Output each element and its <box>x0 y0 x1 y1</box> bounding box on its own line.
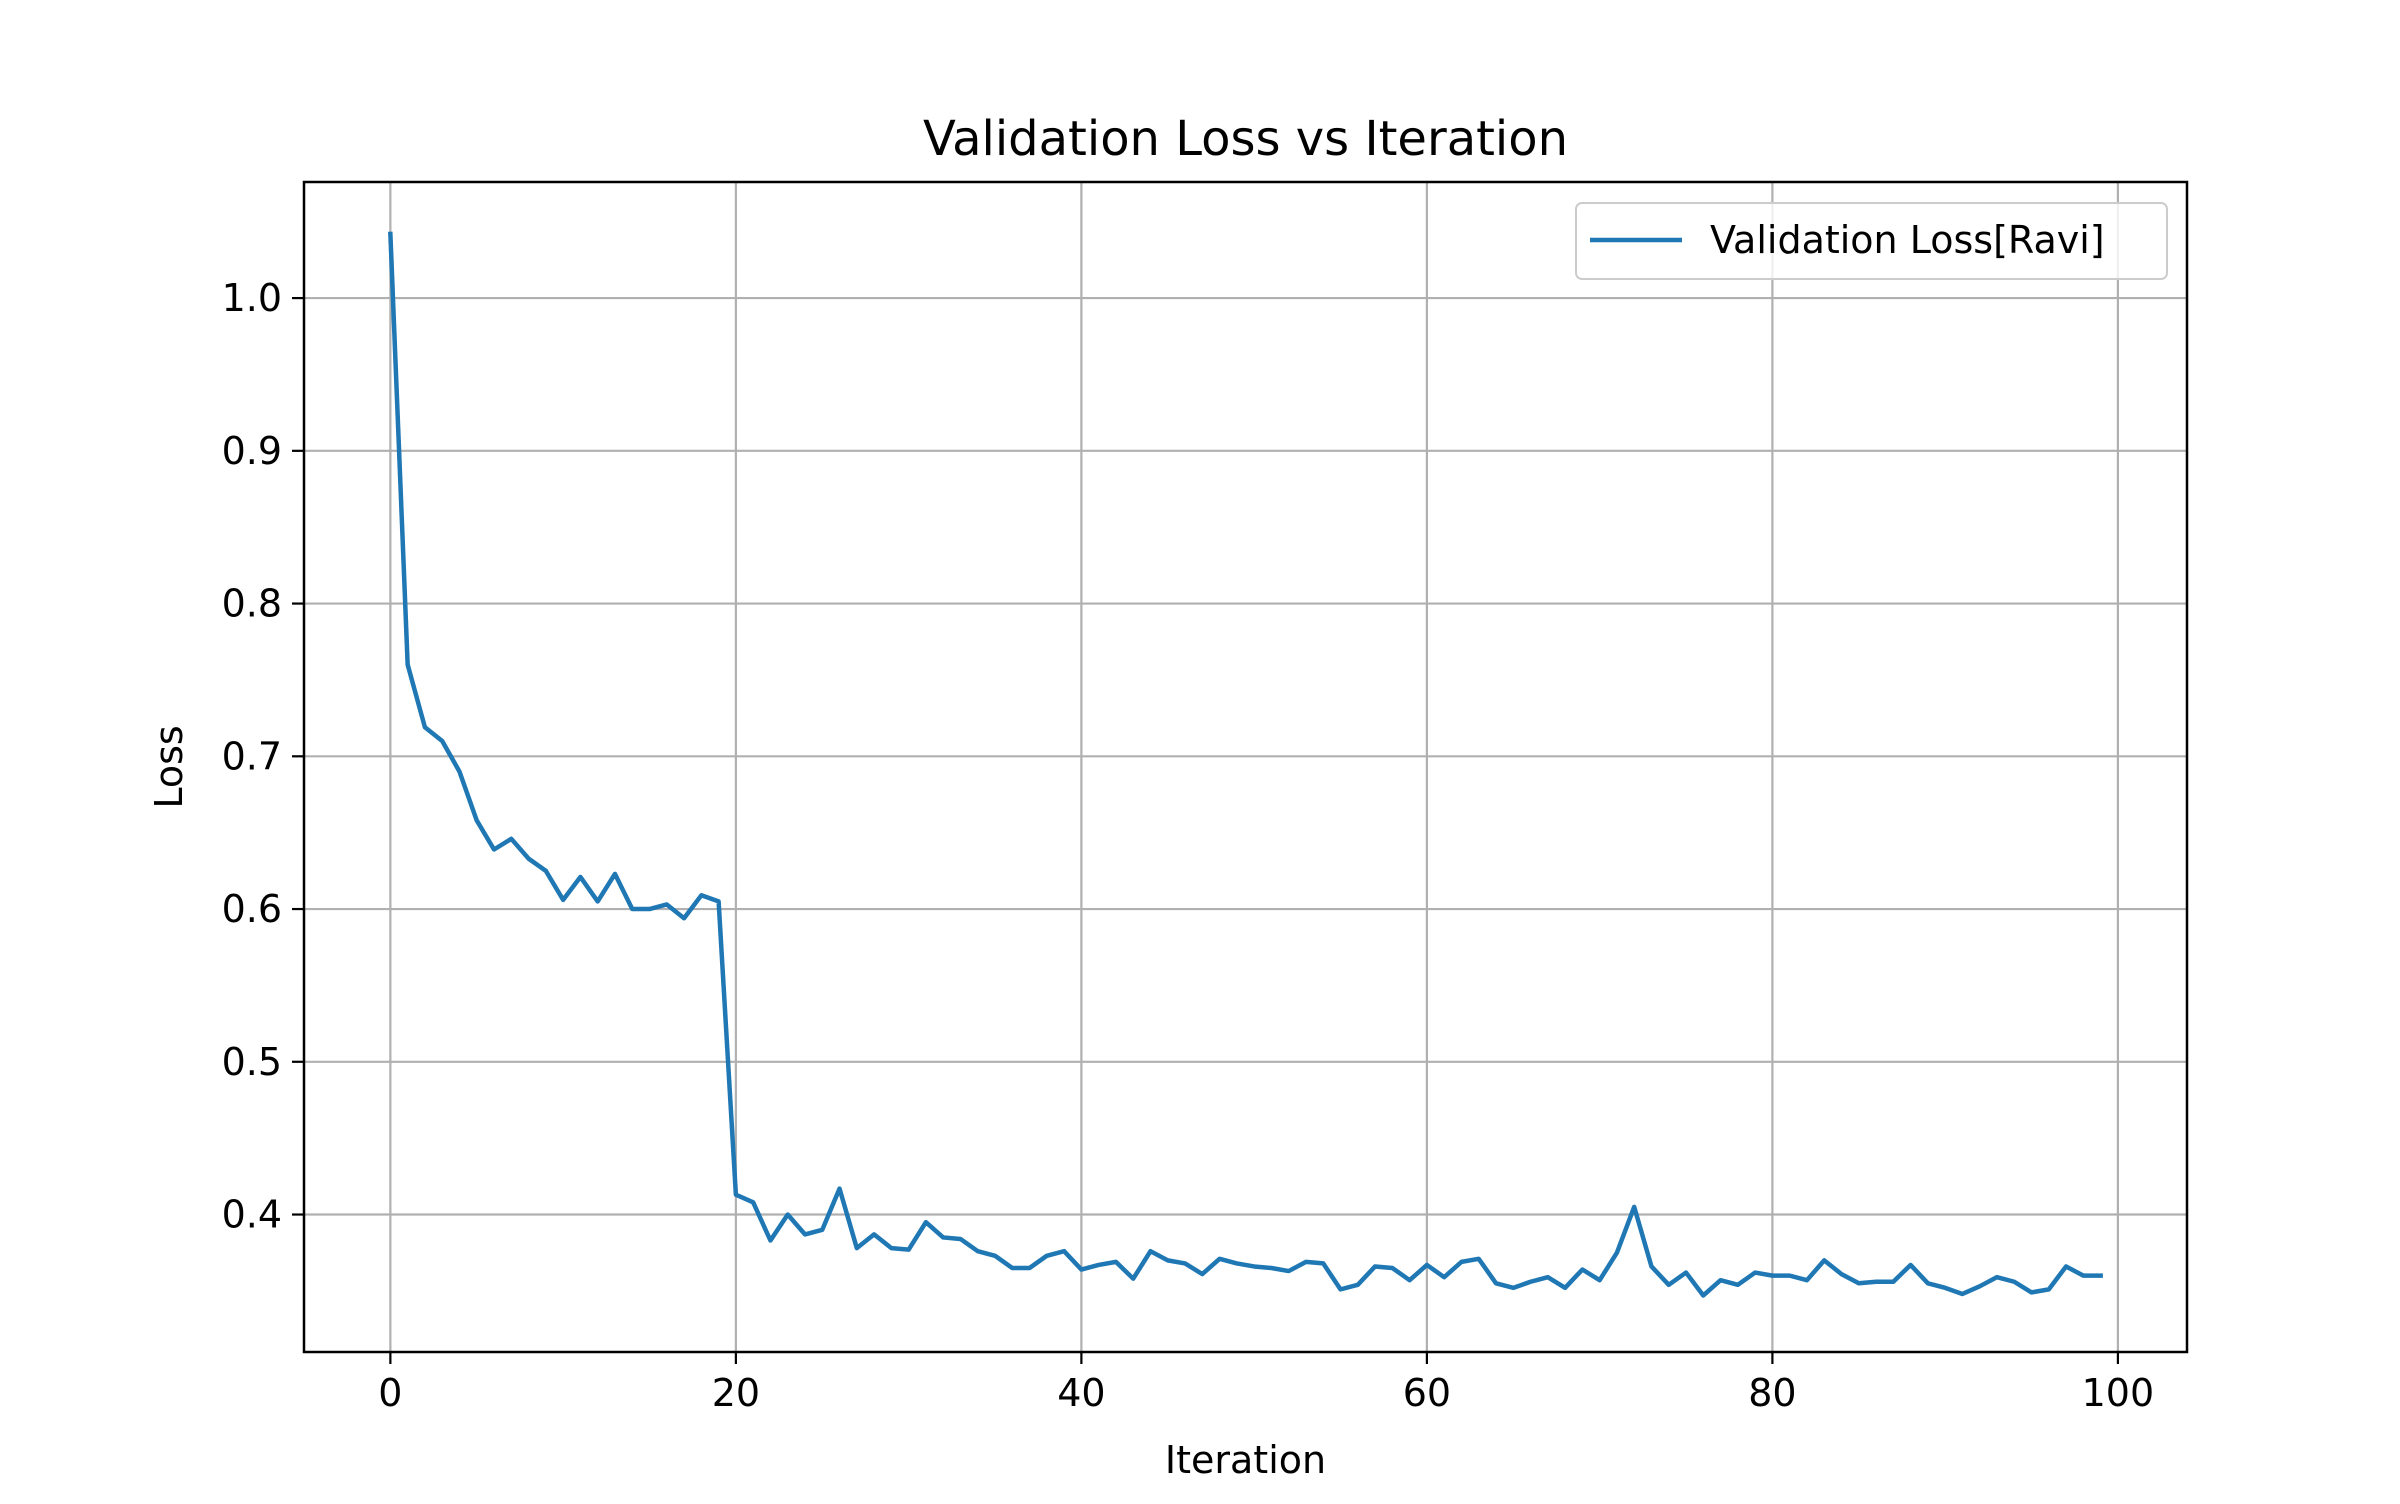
x-axis-label: Iteration <box>1165 1438 1326 1482</box>
series-layer <box>388 231 2103 1298</box>
x-tick-label: 20 <box>712 1371 760 1415</box>
y-tick-label: 0.8 <box>222 582 282 626</box>
x-tick-label: 60 <box>1403 1371 1451 1415</box>
y-tick-label: 0.7 <box>222 734 282 778</box>
x-tick-label: 40 <box>1057 1371 1105 1415</box>
y-axis-label: Loss <box>147 725 191 808</box>
legend-box <box>1575 202 2168 280</box>
x-tick-label: 100 <box>2082 1371 2155 1415</box>
x-tick-label: 80 <box>1748 1371 1796 1415</box>
axes-frame <box>302 180 2189 1354</box>
y-tick-label: 0.6 <box>222 887 282 931</box>
y-tick-label: 0.5 <box>222 1040 282 1084</box>
legend: Validation Loss[Ravi] <box>1575 202 2168 280</box>
y-tick-label: 0.4 <box>222 1193 282 1237</box>
y-tick-label: 1.0 <box>222 276 282 320</box>
ticks: 0 20 40 60 80 100 0.4 0.5 0.6 0.7 0.8 0.9 1.0 <box>222 276 2155 1415</box>
legend-label: Validation Loss[Ravi] <box>1710 218 2105 262</box>
y-tick-label: 0.9 <box>222 429 282 473</box>
series-line <box>388 231 2103 1298</box>
grid <box>304 182 2187 1352</box>
chart-title: Validation Loss vs Iteration <box>923 111 1568 167</box>
x-tick-label: 0 <box>378 1371 402 1415</box>
